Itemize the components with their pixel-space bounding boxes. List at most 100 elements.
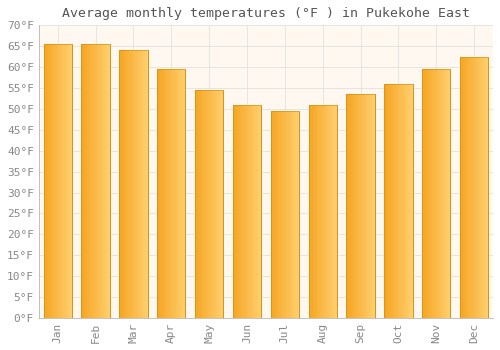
Bar — [348, 94, 349, 318]
Bar — [397, 84, 398, 318]
Bar — [49, 44, 50, 318]
Bar — [279, 111, 280, 318]
Bar — [195, 90, 224, 318]
Bar — [96, 44, 97, 318]
Bar — [181, 69, 182, 318]
Bar — [184, 69, 186, 318]
Bar — [82, 44, 83, 318]
Bar — [411, 84, 412, 318]
Bar — [358, 94, 359, 318]
Bar — [466, 57, 467, 318]
Bar — [428, 69, 429, 318]
Bar — [215, 90, 216, 318]
Bar — [162, 69, 163, 318]
Bar — [474, 57, 476, 318]
Bar — [464, 57, 466, 318]
Bar — [86, 44, 87, 318]
Bar — [44, 44, 72, 318]
Bar — [481, 57, 482, 318]
Bar — [158, 69, 160, 318]
Bar — [406, 84, 407, 318]
Bar — [248, 105, 250, 318]
Bar — [206, 90, 208, 318]
Bar — [349, 94, 350, 318]
Bar — [119, 50, 148, 318]
Bar — [177, 69, 178, 318]
Bar — [214, 90, 215, 318]
Bar — [326, 105, 327, 318]
Bar — [424, 69, 425, 318]
Bar — [200, 90, 202, 318]
Bar — [60, 44, 62, 318]
Bar — [387, 84, 388, 318]
Bar — [298, 111, 299, 318]
Bar — [126, 50, 128, 318]
Bar — [278, 111, 279, 318]
Bar — [446, 69, 448, 318]
Bar — [324, 105, 326, 318]
Bar — [280, 111, 282, 318]
Bar — [142, 50, 144, 318]
Bar — [195, 90, 224, 318]
Bar — [164, 69, 166, 318]
Bar — [64, 44, 65, 318]
Bar — [430, 69, 432, 318]
Bar — [44, 44, 72, 318]
Bar — [234, 105, 235, 318]
Bar — [122, 50, 124, 318]
Bar — [69, 44, 70, 318]
Bar — [182, 69, 184, 318]
Bar — [140, 50, 142, 318]
Bar — [322, 105, 324, 318]
Bar — [284, 111, 285, 318]
Bar — [368, 94, 369, 318]
Bar — [254, 105, 256, 318]
Bar — [444, 69, 445, 318]
Bar — [398, 84, 400, 318]
Bar — [316, 105, 317, 318]
Bar — [240, 105, 242, 318]
Bar — [233, 105, 261, 318]
Bar — [449, 69, 450, 318]
Bar — [359, 94, 360, 318]
Bar — [296, 111, 298, 318]
Bar — [440, 69, 442, 318]
Bar — [384, 84, 412, 318]
Bar — [132, 50, 134, 318]
Bar — [425, 69, 426, 318]
Bar — [246, 105, 247, 318]
Bar — [257, 105, 258, 318]
Bar — [445, 69, 446, 318]
Bar — [204, 90, 205, 318]
Bar — [62, 44, 64, 318]
Bar — [238, 105, 240, 318]
Bar — [310, 105, 312, 318]
Bar — [252, 105, 254, 318]
Bar — [448, 69, 449, 318]
Bar — [52, 44, 54, 318]
Bar — [172, 69, 174, 318]
Bar — [352, 94, 354, 318]
Bar — [355, 94, 356, 318]
Bar — [356, 94, 358, 318]
Bar — [384, 84, 412, 318]
Bar — [462, 57, 463, 318]
Bar — [178, 69, 180, 318]
Bar — [388, 84, 390, 318]
Bar — [128, 50, 129, 318]
Bar — [58, 44, 59, 318]
Bar — [120, 50, 122, 318]
Bar — [202, 90, 203, 318]
Bar — [242, 105, 244, 318]
Bar — [55, 44, 56, 318]
Bar — [408, 84, 410, 318]
Bar — [484, 57, 486, 318]
Bar — [260, 105, 261, 318]
Bar — [220, 90, 222, 318]
Bar — [205, 90, 206, 318]
Bar — [429, 69, 430, 318]
Bar — [209, 90, 210, 318]
Bar — [327, 105, 328, 318]
Bar — [480, 57, 481, 318]
Bar — [486, 57, 487, 318]
